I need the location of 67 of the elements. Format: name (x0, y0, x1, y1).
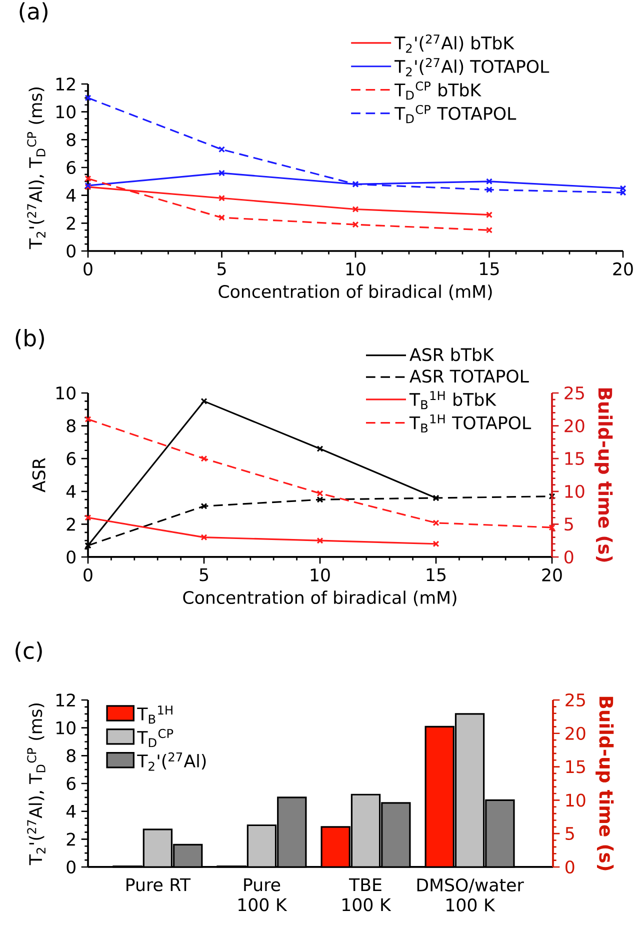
legend-label: T$_{2}$'($^{27}$Al) TOTAPOL (394, 58, 550, 76)
y-tick-label: 10 (56, 105, 76, 118)
y2-tick-label: 15 (566, 760, 585, 774)
x-tick-label: 10 (346, 262, 366, 276)
x-tick-label: 15 (480, 262, 499, 276)
x-axis-title: Concentration of biradical (mM) (218, 284, 492, 300)
y-tick-label: 12 (56, 694, 75, 706)
x-tick-label: TBE 100 K (342, 878, 392, 912)
y2-tick-label: 15 (565, 452, 584, 466)
y-tick-label: 10 (56, 721, 76, 734)
y-tick-label: 8 (66, 133, 76, 146)
legend-label: T$_{2}$'($^{27}$Al) bTbK (394, 34, 514, 53)
y-tick-label: 4 (66, 189, 76, 202)
x-tick-label: 0 (84, 262, 92, 276)
y2-tick-label: 25 (566, 693, 585, 707)
x-tick-label: 0 (84, 568, 92, 582)
y-tick-label: 6 (66, 452, 76, 466)
x-tick-label: 20 (542, 568, 562, 582)
x-tick-label: 10 (310, 568, 330, 582)
chart-title: (a) (20, 2, 48, 22)
y-tick-label: 10 (56, 386, 76, 400)
y2-tick-label: 0 (566, 860, 574, 874)
y-axis-title: ASR (32, 458, 46, 492)
y-tick-label: 2 (66, 832, 75, 846)
legend-label: T$_{D}$$^{CP}$ bTbK (394, 81, 482, 100)
y2-tick-label: 10 (566, 794, 586, 807)
x-tick-label: DMSO/water 100 K (417, 878, 524, 912)
y2-axis-title: Build-up time (s) (596, 696, 614, 870)
x-tick-label: Pure RT (126, 878, 191, 892)
x-tick-label: 20 (613, 262, 633, 276)
y-tick-label: 4 (66, 805, 76, 818)
y2-tick-label: 25 (564, 386, 584, 400)
y2-tick-label: 20 (564, 419, 584, 432)
y-tick-label: 6 (66, 160, 76, 174)
y-axis-title: T$_{2}$'($^{27}$Al), T$_{D}$$^{CP}$ (ms) (27, 703, 46, 866)
y2-tick-label: 0 (564, 550, 574, 564)
y-tick-label: 0 (66, 550, 76, 564)
legend-label: T$_{2}$'($^{27}$Al) (137, 752, 206, 771)
y2-tick-label: 10 (565, 484, 584, 498)
y-tick-label: 4 (66, 485, 76, 498)
y-tick-label: 2 (66, 518, 75, 531)
legend-label: ASR TOTAPOL (410, 370, 529, 383)
y2-tick-label: 20 (566, 726, 586, 740)
y-tick-label: 0 (66, 244, 76, 258)
legend-label: T$_{B}$$^{1H}$ TOTAPOL (409, 414, 532, 432)
y-tick-label: 8 (66, 419, 76, 432)
x-tick-label: 15 (426, 568, 446, 582)
x-tick-label: Pure 100 K (238, 878, 288, 912)
y2-tick-label: 5 (564, 518, 573, 531)
y2-tick-label: 5 (566, 827, 574, 840)
x-tick-label: 5 (200, 568, 208, 582)
y-tick-label: 8 (66, 749, 76, 762)
chart-title: (c) (16, 642, 42, 662)
chart-title: (b) (16, 329, 44, 350)
y-tick-label: 12 (56, 78, 75, 90)
legend-label: T$_{B}$$^{1H}$ bTbK (409, 391, 496, 410)
y-tick-label: 6 (66, 776, 76, 790)
legend-label: T$_{D}$CP (137, 728, 174, 748)
x-axis-title: Concentration of biradical (mM) (183, 590, 456, 606)
legend-label: T$_{D}$$^{CP}$ TOTAPOL (394, 104, 516, 124)
legend-label: T$_{B}$1H (137, 706, 172, 724)
y-axis-title: T$_{2}$'($^{27}$Al), T$_{D}$$^{CP}$ (ms) (27, 87, 46, 250)
legend-label: ASR bTbK (410, 348, 494, 362)
y-tick-label: 0 (66, 860, 76, 874)
y-tick-label: 2 (66, 216, 75, 230)
y2-axis-title: Build-up time (s) (594, 388, 613, 562)
x-tick-label: 5 (218, 262, 226, 276)
